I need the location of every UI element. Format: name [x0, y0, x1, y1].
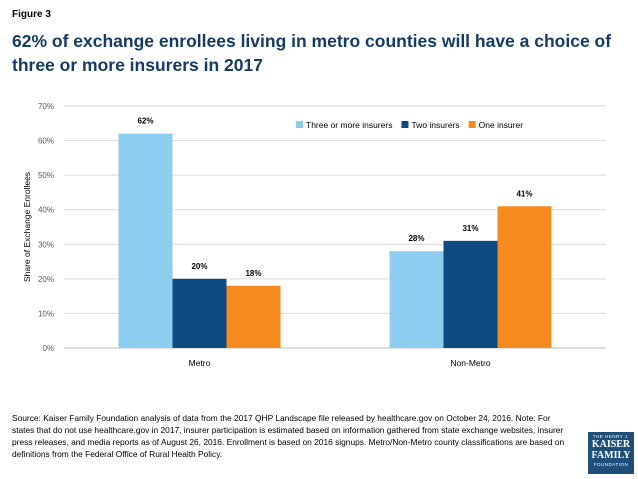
kff-logo: THE HENRY J. KAISER FAMILY FOUNDATION [588, 432, 634, 474]
bar [118, 133, 173, 348]
bar [443, 240, 498, 348]
figure-label: Figure 3 [12, 9, 51, 20]
data-label: 41% [516, 189, 532, 198]
y-tick-label: 20% [38, 275, 54, 284]
legend-label: Three or more insurers [306, 120, 392, 130]
logo-line-2: KAISER [591, 439, 631, 450]
legend-swatch [401, 121, 409, 128]
y-axis-label: Share of Exchange Enrollees [22, 172, 32, 282]
y-tick-label: 50% [38, 171, 54, 180]
legend-swatch [296, 121, 303, 128]
legend-label: One insurer [479, 120, 524, 130]
chart-headline: 62% of exchange enrollees living in metr… [12, 31, 612, 75]
logo-line-1: THE HENRY J. [592, 434, 630, 439]
y-tick-label: 0% [42, 344, 54, 353]
x-category-label: Metro [189, 358, 211, 368]
legend-label: Two insurers [411, 120, 459, 130]
bar [226, 285, 281, 348]
y-tick-label: 30% [38, 240, 54, 249]
source-note: Source: Kaiser Family Foundation analysi… [12, 413, 565, 459]
x-category-label: Non-Metro [450, 358, 490, 368]
bar [389, 251, 444, 348]
y-tick-label: 60% [38, 137, 54, 146]
y-tick-label: 40% [38, 206, 54, 215]
logo-line-3: FAMILY [591, 450, 631, 461]
bar [172, 278, 227, 348]
y-tick-label: 70% [38, 102, 54, 111]
data-label: 62% [137, 117, 153, 126]
bar [497, 206, 552, 348]
data-label: 28% [408, 234, 424, 243]
data-label: 20% [191, 262, 207, 271]
data-label: 18% [245, 269, 261, 278]
data-label: 31% [462, 224, 478, 233]
y-tick-label: 10% [38, 309, 54, 318]
bar-chart: 0% 10% 20% 30% 40% 50% 60% 70% Share of Exchange… [22, 102, 606, 368]
legend-swatch [468, 121, 476, 128]
logo-line-4: FOUNDATION [593, 462, 629, 467]
